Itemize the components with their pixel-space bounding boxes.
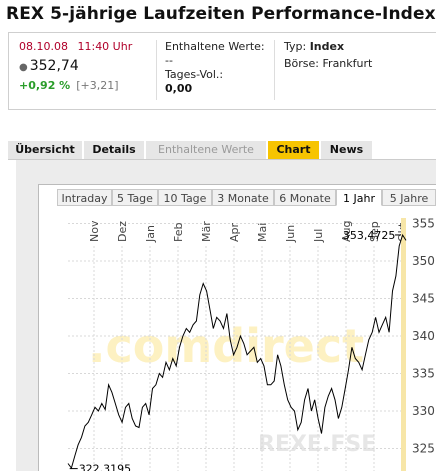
- tab-details[interactable]: Details: [84, 141, 146, 159]
- x-tick-label: Sep: [368, 221, 381, 242]
- tab-uebersicht[interactable]: Übersicht: [8, 141, 84, 159]
- quote-time: 11:40 Uhr: [77, 40, 133, 53]
- volume-value: 0,00: [165, 82, 193, 95]
- annotation-low-label: 322,3195: [79, 463, 132, 471]
- type-label: Typ:: [284, 40, 307, 53]
- volume-label: Tages-Vol.:: [165, 68, 224, 81]
- exchange-label: Börse:: [284, 57, 320, 70]
- y-tick-label: 345: [412, 292, 435, 306]
- y-tick-label: 325: [412, 442, 435, 456]
- x-tick-label: Aug: [340, 221, 353, 242]
- x-tick-label: Mai: [256, 223, 269, 242]
- x-tick-label: Jan: [144, 225, 157, 243]
- quote-timestamp: 08.10.08 11:40 Uhr: [19, 40, 147, 53]
- y-axis-labels: 325 330 335 340 345 350 355: [412, 217, 435, 456]
- range-tab-10-tage[interactable]: 10 Tage: [158, 189, 212, 206]
- chart-frame: [38, 184, 436, 471]
- y-tick-label: 330: [412, 404, 435, 418]
- x-tick-label: Mär: [200, 221, 213, 242]
- current-price-marker: [401, 218, 406, 471]
- y-tick-label: 355: [412, 217, 435, 231]
- chart-grid: [68, 223, 406, 471]
- quote-info-box: 08.10.08 11:40 Uhr ● 352,74 +0,92 % [+3,21…: [8, 32, 436, 110]
- type-column: Typ: Index Börse: Frankfurt: [274, 40, 436, 100]
- type-row: Typ: Index: [284, 40, 436, 54]
- tab-news[interactable]: News: [321, 141, 374, 159]
- range-tab-3-monate[interactable]: 3 Monate: [212, 189, 274, 206]
- y-tick-label: 335: [412, 367, 435, 381]
- quote-date: 08.10.08: [19, 40, 68, 53]
- main-tabs: Übersicht Details Enthaltene Werte Chart…: [8, 141, 436, 160]
- bullet-icon: ●: [19, 62, 28, 73]
- x-tick-label: Jun: [284, 225, 297, 243]
- range-tab-intraday[interactable]: Intraday: [57, 189, 112, 206]
- x-tick-label: Nov: [88, 220, 101, 242]
- range-tab-5-tage[interactable]: 5 Tage: [112, 189, 158, 206]
- watermark-brand: .comdirect: [88, 319, 364, 373]
- constituents-value: --: [165, 54, 173, 67]
- x-tick-label: Dez: [116, 221, 129, 242]
- constituents-label: Enthaltene Werte:: [165, 40, 265, 53]
- range-tab-5-jahre[interactable]: 5 Jahre: [382, 189, 436, 206]
- range-tab-6-monate[interactable]: 6 Monate: [274, 189, 336, 206]
- type-value: Index: [309, 40, 345, 53]
- range-tab-1-jahr[interactable]: 1 Jahr: [336, 189, 382, 206]
- constituents-column: Enthaltene Werte: -- Tages-Vol.: 0,00: [156, 40, 277, 100]
- tab-chart[interactable]: Chart: [268, 141, 321, 159]
- exchange-value: Frankfurt: [322, 57, 373, 70]
- chart-annotations: 322,3195 353,4725: [69, 229, 401, 471]
- x-tick-label: Apr: [228, 222, 241, 242]
- x-tick-label: Jul: [312, 229, 325, 243]
- x-tick-label: Feb: [172, 223, 185, 242]
- y-tick-label: 350: [412, 254, 435, 268]
- quote-price-row: ● 352,74: [19, 58, 147, 74]
- y-tick-label: 340: [412, 329, 435, 343]
- quote-change-pct: +0,92 %: [19, 79, 71, 92]
- chart-series-line: [67, 233, 407, 470]
- quote-price: 352,74: [29, 58, 79, 74]
- page-title: REX 5-jährige Laufzeiten Performance-Ind…: [6, 4, 436, 24]
- quote-change-row: +0,92 % [+3,21]: [19, 79, 147, 92]
- range-tabs: Intraday 5 Tage 10 Tage 3 Monate 6 Monat…: [57, 189, 436, 206]
- quote-change-abs: [+3,21]: [76, 79, 119, 92]
- watermark-symbol: REXE.FSE: [258, 432, 376, 457]
- annotation-high-label: 353,4725: [343, 229, 396, 242]
- tab-enthaltene-werte: Enthaltene Werte: [146, 141, 268, 159]
- quote-column: 08.10.08 11:40 Uhr ● 352,74 +0,92 % [+3,21…: [19, 40, 147, 92]
- exchange-row: Börse: Frankfurt: [284, 57, 436, 71]
